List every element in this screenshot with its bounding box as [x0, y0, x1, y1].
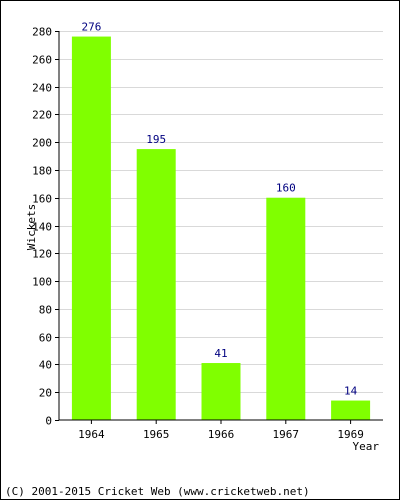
x-tick-label: 1965	[143, 428, 170, 441]
value-label: 195	[146, 133, 166, 146]
x-axis-ticks: 1964 1965 1966 1967 1969	[78, 420, 364, 441]
y-tick-label: 240	[32, 82, 52, 95]
value-label: 276	[81, 21, 101, 34]
x-tick-label: 1967	[273, 428, 300, 441]
y-tick-label: 280	[32, 26, 52, 39]
y-tick-label: 120	[32, 248, 52, 261]
x-tick-label: 1964	[78, 428, 105, 441]
y-axis-label: Wickets	[25, 204, 38, 250]
y-tick-label: 40	[39, 359, 52, 372]
copyright-text: (C) 2001-2015 Cricket Web (www.cricketwe…	[5, 485, 310, 498]
bars	[71, 36, 371, 421]
value-labels: 276 195 41 160 14	[81, 21, 357, 398]
bar-1967	[266, 197, 306, 420]
y-tick-label: 160	[32, 193, 52, 206]
bar-1964	[71, 36, 111, 421]
bar-1965	[136, 149, 176, 420]
y-tick-label: 220	[32, 109, 52, 122]
bar-1969	[331, 400, 371, 420]
y-tick-label: 20	[39, 387, 52, 400]
y-tick-label: 0	[45, 415, 52, 428]
value-label: 14	[344, 385, 358, 398]
y-axis-ticks: 0 20 40 60 80 100 120 140 160 180 200 220 240 260 280	[32, 26, 59, 428]
bar-1966	[201, 363, 241, 420]
x-tick-label: 1966	[208, 428, 235, 441]
grid-lines	[59, 31, 383, 393]
value-label: 160	[276, 182, 296, 195]
x-axis-label: Year	[353, 440, 380, 453]
y-tick-label: 180	[32, 165, 52, 178]
x-tick-label: 1969	[337, 428, 364, 441]
y-tick-label: 60	[39, 332, 52, 345]
y-tick-label: 200	[32, 137, 52, 150]
y-tick-label: 260	[32, 54, 52, 67]
y-tick-label: 80	[39, 304, 52, 317]
y-tick-label: 100	[32, 276, 52, 289]
value-label: 41	[214, 347, 227, 360]
y-tick-label: 140	[32, 221, 52, 234]
